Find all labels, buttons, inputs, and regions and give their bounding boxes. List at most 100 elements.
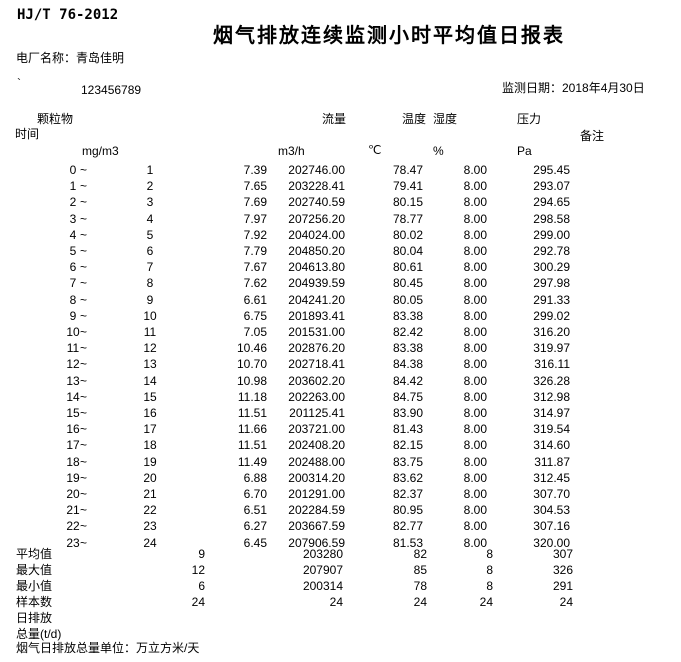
cell-dust: 6.51 bbox=[243, 503, 267, 518]
cell-humidity: 8.00 bbox=[463, 406, 487, 420]
cell-end: 6 bbox=[146, 244, 154, 258]
time-separator: ~ bbox=[80, 227, 88, 242]
time-separator: ~ bbox=[80, 535, 88, 550]
cell-end: 8 bbox=[146, 276, 154, 291]
cell-end: 24 bbox=[143, 535, 157, 550]
time-separator: ~ bbox=[80, 438, 88, 453]
cell-pressure: 292.78 bbox=[533, 244, 570, 258]
summary-label: 最大值 bbox=[16, 562, 53, 577]
cell-end: 11 bbox=[143, 325, 157, 339]
cell-dust: 11.49 bbox=[237, 454, 267, 469]
summary-pressure: 307 bbox=[552, 547, 573, 561]
cell-end: 20 bbox=[143, 470, 157, 485]
summary-pressure bbox=[0, 626, 573, 642]
table-row: 5 ~6 7.79 204850.20 80.04 8.00 292.78 bbox=[0, 243, 681, 259]
cell-pressure: 316.11 bbox=[534, 357, 570, 372]
time-separator: ~ bbox=[80, 389, 88, 404]
cell-temp: 84.75 bbox=[392, 389, 423, 404]
cell-pressure: 294.65 bbox=[533, 195, 570, 210]
cell-start: 12 bbox=[66, 357, 80, 372]
table-row: 17 ~18 11.51 202408.20 82.15 8.00 314.60 bbox=[0, 437, 681, 453]
cell-humidity: 8.00 bbox=[463, 357, 487, 372]
cell-end: 10 bbox=[143, 308, 157, 323]
cell-temp: 83.38 bbox=[392, 308, 423, 323]
cell-pressure: 298.58 bbox=[533, 211, 570, 226]
time-separator: ~ bbox=[80, 163, 88, 177]
cell-flow: 207256.20 bbox=[288, 211, 345, 226]
column-header-remark: 备注 bbox=[580, 129, 605, 143]
summary-humidity: 8 bbox=[486, 547, 493, 561]
summary-pressure bbox=[0, 610, 573, 626]
cell-start: 8 bbox=[69, 292, 77, 307]
unit-temp: ℃ bbox=[368, 143, 382, 157]
summary-humidity: 8 bbox=[486, 578, 493, 593]
cell-humidity: 8.00 bbox=[463, 454, 487, 469]
cell-start: 7 bbox=[69, 276, 77, 291]
table-row: 18 ~19 11.49 202488.00 83.75 8.00 311.87 bbox=[0, 454, 681, 470]
cell-humidity: 8.00 bbox=[463, 244, 487, 258]
summary-flow: 207907 bbox=[302, 562, 343, 577]
cell-dust: 7.69 bbox=[243, 195, 267, 210]
summary-temp: 24 bbox=[413, 594, 427, 609]
page-title: 烟气排放连续监测小时平均值日报表 bbox=[213, 25, 565, 47]
time-separator: ~ bbox=[80, 519, 88, 534]
cell-dust: 7.67 bbox=[243, 260, 267, 275]
summary-row: 平均值 9 203280 82 8 307 bbox=[0, 546, 681, 562]
cell-humidity: 8.00 bbox=[463, 470, 487, 485]
table-row: 12 ~13 10.70 202718.41 84.38 8.00 316.11 bbox=[0, 356, 681, 372]
summary-row: 最小值 6 200314 78 8 291 bbox=[0, 578, 681, 594]
cell-humidity: 8.00 bbox=[463, 389, 487, 404]
time-separator: ~ bbox=[80, 373, 88, 388]
table-row: 10 ~11 7.05 201531.00 82.42 8.00 316.20 bbox=[0, 324, 681, 340]
time-separator: ~ bbox=[80, 406, 88, 420]
cell-pressure: 307.16 bbox=[533, 519, 570, 534]
cell-temp: 79.41 bbox=[392, 179, 423, 194]
cell-pressure: 319.54 bbox=[533, 422, 570, 437]
cell-humidity: 8.00 bbox=[463, 163, 487, 177]
cell-dust: 7.92 bbox=[243, 227, 267, 242]
table-row: 15 ~16 11.51 201125.41 83.90 8.00 314.97 bbox=[0, 405, 681, 421]
time-separator: ~ bbox=[80, 276, 88, 291]
cell-flow: 202876.20 bbox=[288, 341, 345, 356]
cell-temp: 82.77 bbox=[392, 519, 423, 534]
cell-temp: 80.61 bbox=[392, 260, 423, 275]
cell-start: 14 bbox=[66, 389, 80, 404]
cell-temp: 80.02 bbox=[392, 227, 423, 242]
cell-humidity: 8.00 bbox=[463, 438, 487, 453]
cell-end: 21 bbox=[143, 487, 157, 501]
cell-flow: 201125.41 bbox=[289, 406, 345, 420]
cell-start: 21 bbox=[66, 503, 80, 518]
cell-dust: 6.27 bbox=[243, 519, 267, 534]
cell-pressure: 295.45 bbox=[533, 163, 570, 177]
column-header-humidity: 湿度 bbox=[433, 112, 458, 126]
summary-dust: 24 bbox=[191, 594, 205, 609]
cell-pressure: 291.33 bbox=[533, 292, 570, 307]
cell-pressure: 314.97 bbox=[533, 406, 570, 420]
cell-dust: 10.46 bbox=[236, 341, 267, 356]
monitor-date-label: 监测日期：2018年4月30日 bbox=[502, 81, 645, 95]
summary-label: 平均值 bbox=[16, 547, 53, 561]
cell-end: 4 bbox=[146, 211, 154, 226]
column-header-time: 时间 bbox=[15, 127, 40, 141]
cell-start: 11 bbox=[66, 341, 80, 356]
table-row: 3 ~4 7.97 207256.20 78.77 8.00 298.58 bbox=[0, 211, 681, 227]
cell-humidity: 8.00 bbox=[463, 341, 487, 356]
plant-code: 123456789 bbox=[81, 83, 142, 97]
cell-flow: 202718.41 bbox=[288, 357, 345, 372]
cell-start: 22 bbox=[66, 519, 80, 534]
cell-humidity: 8.00 bbox=[463, 276, 487, 291]
cell-flow: 202284.59 bbox=[288, 503, 345, 518]
cell-start: 13 bbox=[66, 373, 80, 388]
summary-pressure: 291 bbox=[552, 578, 573, 593]
cell-humidity: 8.00 bbox=[463, 260, 487, 275]
cell-flow: 201531.00 bbox=[288, 325, 345, 339]
summary-label: 样本数 bbox=[16, 594, 53, 609]
cell-end: 18 bbox=[143, 438, 157, 453]
time-separator: ~ bbox=[80, 244, 88, 258]
time-separator: ~ bbox=[80, 487, 88, 501]
cell-pressure: 299.02 bbox=[533, 308, 570, 323]
time-separator: ~ bbox=[80, 260, 88, 275]
cell-pressure: 312.98 bbox=[533, 389, 570, 404]
cell-temp: 80.95 bbox=[392, 503, 423, 518]
